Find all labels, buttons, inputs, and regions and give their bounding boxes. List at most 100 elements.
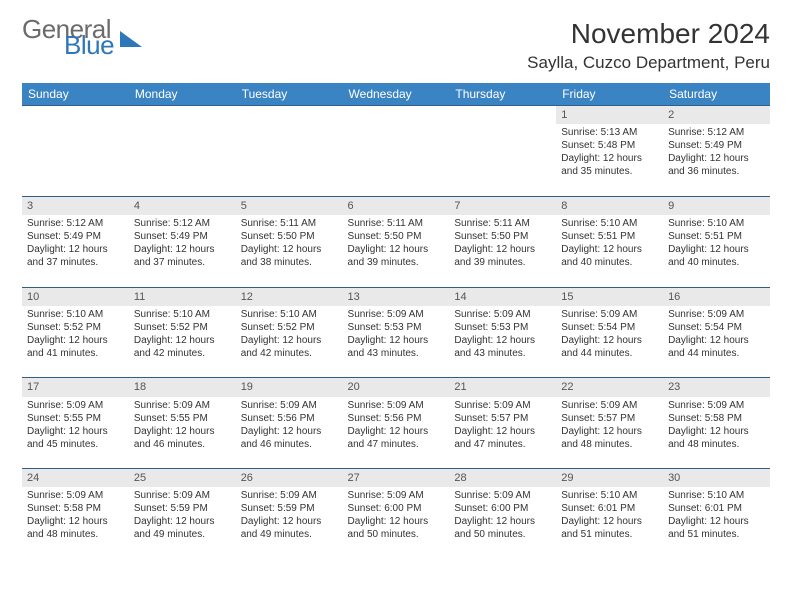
title-block: November 2024 Saylla, Cuzco Department, …: [527, 18, 770, 73]
sunset-text: Sunset: 5:52 PM: [27, 321, 124, 334]
day-detail-cell: Sunrise: 5:09 AMSunset: 5:58 PMDaylight:…: [663, 397, 770, 469]
daylight-text: Daylight: 12 hours and 48 minutes.: [668, 425, 765, 451]
day-number-cell: 5: [236, 196, 343, 215]
sunset-text: Sunset: 6:00 PM: [348, 502, 445, 515]
sunset-text: Sunset: 5:53 PM: [454, 321, 551, 334]
detail-row: Sunrise: 5:09 AM Sunset: 5:55 PM Daylight:…: [22, 397, 770, 469]
daylight-text: Daylight: 12 hours and 40 minutes.: [668, 243, 765, 269]
day-number-cell: 12: [236, 287, 343, 306]
weekday-header: Monday: [129, 83, 236, 106]
day-detail-cell: [449, 124, 556, 196]
sunrise-text: Sunrise: 5:09 AM: [348, 399, 445, 412]
daynum-row: 10111213141516: [22, 287, 770, 306]
day-number-cell: 2: [663, 106, 770, 125]
day-number-cell: [22, 106, 129, 125]
sunrise-text: Sunrise: 5:10 AM: [561, 217, 658, 230]
daylight-text: Daylight: 12 hours and 44 minutes.: [561, 334, 658, 360]
sunrise-text: Sunrise: 5:11 AM: [241, 217, 338, 230]
weekday-header: Sunday: [22, 83, 129, 106]
daylight-text: Daylight: 12 hours and 48 minutes.: [27, 515, 124, 541]
day-number-cell: 13: [343, 287, 450, 306]
location-subtitle: Saylla, Cuzco Department, Peru: [527, 53, 770, 73]
sunrise-text: Sunrise: 5:09 AM: [134, 489, 231, 502]
sunrise-text: Sunrise: 5:10 AM: [241, 308, 338, 321]
daylight-text: Daylight: 12 hours and 51 minutes.: [561, 515, 658, 541]
daylight-text: Daylight: 12 hours and 35 minutes.: [561, 152, 658, 178]
day-detail-cell: Sunrise: 5:10 AMSunset: 5:52 PMDaylight:…: [236, 306, 343, 378]
sunrise-text: Sunrise: 5:09 AM: [668, 399, 765, 412]
day-detail-cell: Sunrise: 5:10 AMSunset: 6:01 PMDaylight:…: [663, 487, 770, 559]
day-detail-cell: Sunrise: 5:10 AMSunset: 5:52 PMDaylight:…: [22, 306, 129, 378]
day-number-cell: 21: [449, 378, 556, 397]
day-number-cell: 24: [22, 469, 129, 488]
day-number-cell: 30: [663, 469, 770, 488]
sunset-text: Sunset: 5:50 PM: [348, 230, 445, 243]
logo: General Blue: [22, 18, 142, 56]
logo-triangle-icon: [120, 31, 142, 47]
day-detail-cell: Sunrise: 5:09 AMSunset: 5:59 PMDaylight:…: [129, 487, 236, 559]
sunrise-text: Sunrise: 5:09 AM: [454, 308, 551, 321]
day-number-cell: 29: [556, 469, 663, 488]
day-number-cell: 7: [449, 196, 556, 215]
day-number-cell: 19: [236, 378, 343, 397]
sunset-text: Sunset: 5:49 PM: [134, 230, 231, 243]
sunset-text: Sunset: 5:51 PM: [668, 230, 765, 243]
day-number-cell: 18: [129, 378, 236, 397]
day-detail-cell: [22, 124, 129, 196]
day-detail-cell: Sunrise: 5:09 AMSunset: 5:57 PMDaylight:…: [556, 397, 663, 469]
sunset-text: Sunset: 5:53 PM: [348, 321, 445, 334]
day-detail-cell: Sunrise: 5:09 AMSunset: 5:54 PMDaylight:…: [663, 306, 770, 378]
weekday-header: Thursday: [449, 83, 556, 106]
weekday-header: Tuesday: [236, 83, 343, 106]
sunrise-text: Sunrise: 5:09 AM: [348, 308, 445, 321]
daylight-text: Daylight: 12 hours and 42 minutes.: [241, 334, 338, 360]
day-detail-cell: [129, 124, 236, 196]
day-number-cell: 3: [22, 196, 129, 215]
day-detail-cell: Sunrise: 5:09 AMSunset: 5:59 PMDaylight:…: [236, 487, 343, 559]
day-detail-cell: Sunrise: 5:11 AMSunset: 5:50 PMDaylight:…: [236, 215, 343, 287]
day-number-cell: 6: [343, 196, 450, 215]
day-number-cell: 10: [22, 287, 129, 306]
sunrise-text: Sunrise: 5:10 AM: [668, 489, 765, 502]
sunrise-text: Sunrise: 5:09 AM: [454, 489, 551, 502]
sunset-text: Sunset: 5:59 PM: [241, 502, 338, 515]
sunset-text: Sunset: 5:54 PM: [668, 321, 765, 334]
sunset-text: Sunset: 5:56 PM: [348, 412, 445, 425]
sunset-text: Sunset: 5:55 PM: [134, 412, 231, 425]
sunset-text: Sunset: 5:58 PM: [27, 502, 124, 515]
day-detail-cell: Sunrise: 5:10 AMSunset: 5:51 PMDaylight:…: [556, 215, 663, 287]
day-number-cell: 23: [663, 378, 770, 397]
day-detail-cell: Sunrise: 5:11 AMSunset: 5:50 PMDaylight:…: [449, 215, 556, 287]
daynum-row: 24252627282930: [22, 469, 770, 488]
day-detail-cell: Sunrise: 5:09 AMSunset: 5:57 PMDaylight:…: [449, 397, 556, 469]
day-number-cell: 9: [663, 196, 770, 215]
daylight-text: Daylight: 12 hours and 44 minutes.: [668, 334, 765, 360]
daylight-text: Daylight: 12 hours and 39 minutes.: [454, 243, 551, 269]
day-number-cell: 16: [663, 287, 770, 306]
sunrise-text: Sunrise: 5:09 AM: [27, 489, 124, 502]
day-number-cell: 14: [449, 287, 556, 306]
day-detail-cell: Sunrise: 5:09 AMSunset: 5:58 PMDaylight:…: [22, 487, 129, 559]
day-detail-cell: Sunrise: 5:09 AMSunset: 5:55 PMDaylight:…: [22, 397, 129, 469]
sunset-text: Sunset: 5:49 PM: [27, 230, 124, 243]
day-number-cell: [343, 106, 450, 125]
daylight-text: Daylight: 12 hours and 41 minutes.: [27, 334, 124, 360]
daylight-text: Daylight: 12 hours and 51 minutes.: [668, 515, 765, 541]
daylight-text: Daylight: 12 hours and 45 minutes.: [27, 425, 124, 451]
day-detail-cell: Sunrise: 5:09 AMSunset: 6:00 PMDaylight:…: [343, 487, 450, 559]
sunrise-text: Sunrise: 5:09 AM: [241, 399, 338, 412]
day-number-cell: 15: [556, 287, 663, 306]
sunset-text: Sunset: 5:51 PM: [561, 230, 658, 243]
sunrise-text: Sunrise: 5:09 AM: [241, 489, 338, 502]
day-number-cell: 25: [129, 469, 236, 488]
day-detail-cell: [343, 124, 450, 196]
header: General Blue November 2024 Saylla, Cuzco…: [22, 18, 770, 73]
daylight-text: Daylight: 12 hours and 40 minutes.: [561, 243, 658, 269]
daynum-row: 17181920212223: [22, 378, 770, 397]
day-detail-cell: Sunrise: 5:09 AMSunset: 5:56 PMDaylight:…: [343, 397, 450, 469]
day-detail-cell: Sunrise: 5:11 AMSunset: 5:50 PMDaylight:…: [343, 215, 450, 287]
day-detail-cell: Sunrise: 5:12 AMSunset: 5:49 PMDaylight:…: [22, 215, 129, 287]
day-detail-cell: Sunrise: 5:10 AMSunset: 5:51 PMDaylight:…: [663, 215, 770, 287]
detail-row: Sunrise: 5:13 AMSunset: 5:48 PMDaylight:…: [22, 124, 770, 196]
sunset-text: Sunset: 5:52 PM: [134, 321, 231, 334]
